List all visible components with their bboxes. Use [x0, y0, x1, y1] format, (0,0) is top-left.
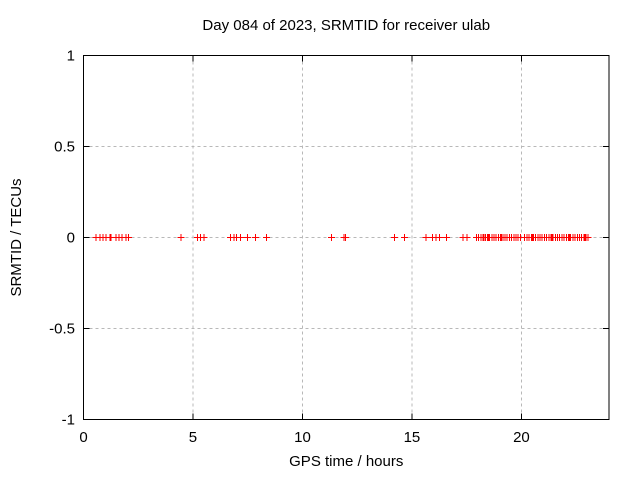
x-tick-label: 0	[79, 429, 87, 446]
x-tick-label: 5	[189, 429, 197, 446]
y-tick-label: 1	[67, 48, 75, 65]
tick-marks	[83, 55, 609, 420]
y-tick-label: 0	[67, 230, 75, 247]
chart-title: Day 084 of 2023, SRMTID for receiver ula…	[202, 17, 490, 34]
y-tick-label: 0.5	[54, 139, 75, 156]
series-srmtid	[92, 234, 592, 241]
y-axis-label: SRMTID / TECUs	[8, 178, 25, 296]
x-axis-label: GPS time / hours	[289, 453, 403, 470]
x-tick-label: 20	[513, 429, 530, 446]
y-tick-label: -1	[62, 412, 75, 429]
y-tick-label: -0.5	[49, 321, 75, 338]
x-tick-label: 10	[294, 429, 311, 446]
x-tick-label: 15	[404, 429, 421, 446]
